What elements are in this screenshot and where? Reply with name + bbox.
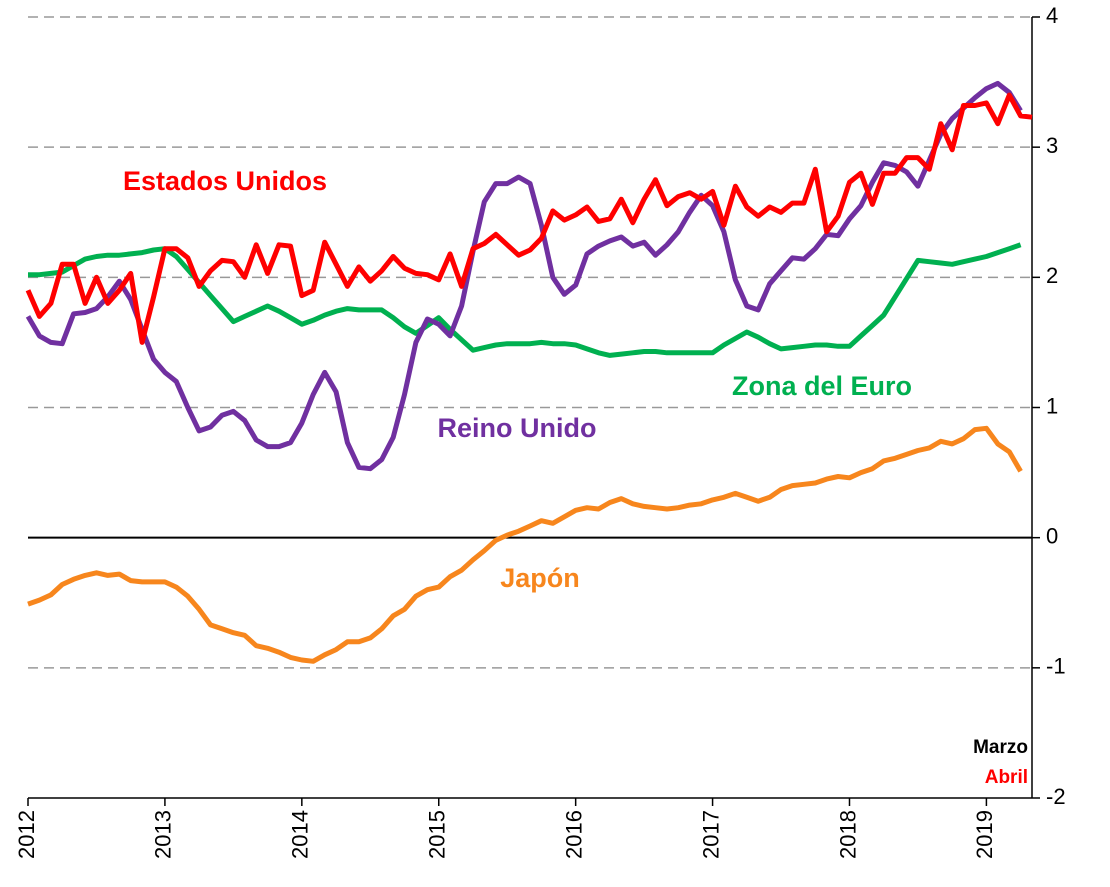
y-tick-label: 3 (1046, 133, 1058, 158)
annotation: Abril (985, 767, 1028, 788)
series-label: Estados Unidos (123, 166, 327, 196)
series-label: Reino Unido (438, 413, 597, 443)
x-tick-label: 2017 (698, 810, 723, 859)
x-tick-label: 2013 (151, 810, 176, 859)
series-line (25, 92, 1033, 345)
x-tick-label: 2014 (288, 810, 313, 859)
x-tick-label: 2019 (972, 810, 997, 859)
series-line (28, 242, 1022, 358)
x-tick-label: 2012 (14, 810, 39, 859)
series-line (25, 80, 1023, 472)
series-label: Zona del Euro (732, 371, 912, 401)
y-tick-label: -1 (1046, 654, 1066, 679)
y-tick-label: 4 (1046, 3, 1058, 28)
series-line (27, 425, 1023, 664)
x-tick-label: 2015 (425, 810, 450, 859)
x-tick-label: 2018 (835, 810, 860, 859)
y-tick-label: 1 (1046, 393, 1058, 418)
y-tick-label: 2 (1046, 263, 1058, 288)
y-tick-label: 0 (1046, 523, 1058, 548)
annotation: Marzo (973, 737, 1028, 758)
series-label: Japón (500, 563, 580, 593)
y-tick-label: -2 (1046, 784, 1066, 809)
x-tick-label: 2016 (561, 810, 586, 859)
